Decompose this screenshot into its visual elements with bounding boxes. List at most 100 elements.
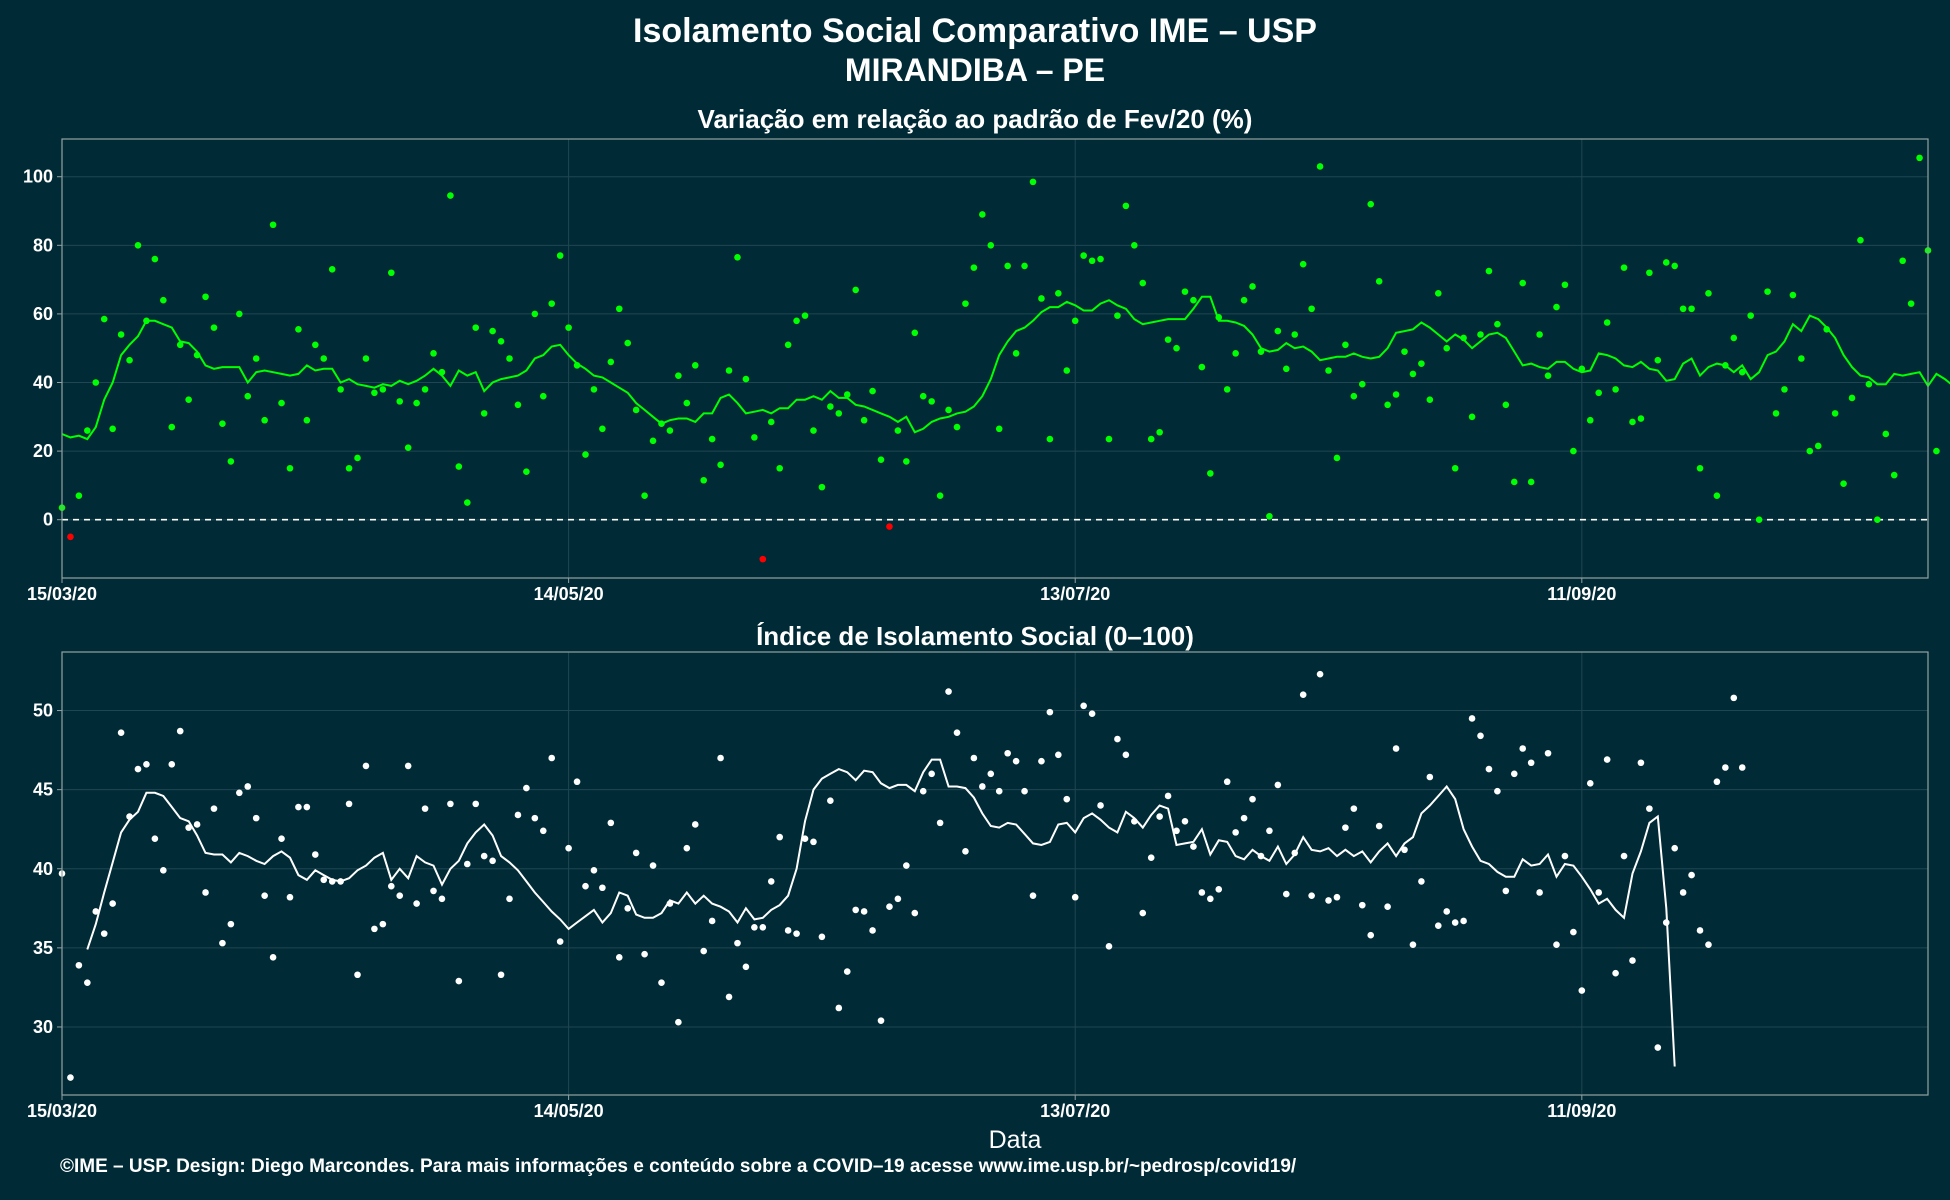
data-point (869, 927, 876, 934)
data-point (1122, 202, 1130, 210)
data-point (1747, 312, 1754, 319)
data-point (489, 857, 496, 865)
data-point (219, 420, 226, 427)
data-point (1282, 890, 1290, 898)
data-point (514, 811, 522, 819)
data-point (1063, 795, 1071, 803)
data-point (615, 954, 623, 961)
data-point (1392, 745, 1400, 752)
data-point (843, 968, 851, 975)
data-point (92, 908, 100, 915)
data-point (430, 887, 437, 895)
data-point (328, 266, 336, 273)
data-point (793, 317, 800, 325)
data-point (1527, 478, 1535, 486)
data-point (683, 844, 691, 852)
data-point (1443, 344, 1451, 352)
data-point (472, 324, 480, 331)
data-point (463, 860, 471, 868)
data-point (1713, 778, 1721, 786)
data-point (413, 900, 420, 907)
data-point (1519, 279, 1527, 287)
data-point (1029, 892, 1037, 899)
data-point (1308, 305, 1315, 313)
data-point (565, 844, 572, 852)
data-point (599, 425, 606, 433)
data-point (421, 805, 429, 812)
data-point (1806, 447, 1814, 455)
data-point (1105, 435, 1113, 443)
data-point (1890, 471, 1898, 479)
data-point (1375, 278, 1383, 285)
data-point (1046, 708, 1054, 716)
data-point (886, 903, 893, 911)
data-point (345, 464, 353, 472)
data-point (632, 849, 640, 857)
x-tick-label: 15/03/20 (27, 584, 97, 604)
data-point (371, 925, 378, 933)
data-point (776, 833, 783, 841)
data-point (1055, 290, 1062, 297)
data-point (1139, 909, 1147, 917)
data-point (835, 410, 843, 417)
data-point (1097, 255, 1104, 263)
data-point (514, 401, 522, 409)
data-point (463, 499, 471, 506)
plot-border (61, 651, 1929, 1096)
data-point (1274, 781, 1282, 789)
data-point (1840, 480, 1847, 487)
chart-panel-1: 0 20 40 60 80 100 15/03/20 14/05/20 13/07/20 11/0… (23, 104, 1950, 604)
data-point (582, 451, 589, 458)
data-point (1654, 1044, 1662, 1051)
data-point (1637, 759, 1645, 767)
data-point (573, 778, 581, 786)
data-point (691, 362, 699, 369)
x-tick-label: 13/07/20 (1040, 1101, 1110, 1121)
data-point (1468, 715, 1476, 722)
data-point (759, 555, 767, 563)
data-point (244, 392, 252, 400)
data-point (945, 406, 952, 414)
data-point (1105, 942, 1113, 950)
data-point (1434, 290, 1442, 297)
data-point (919, 787, 927, 795)
panel-title: Índice de Isolamento Social (0–100) (756, 621, 1194, 651)
data-point (109, 900, 116, 907)
data-point (767, 418, 775, 426)
data-point (1494, 320, 1501, 328)
data-point (607, 358, 615, 366)
data-point (1215, 886, 1223, 893)
data-point (455, 977, 463, 985)
data-point (1156, 813, 1163, 820)
data-point (1384, 401, 1391, 409)
data-point (371, 389, 378, 397)
data-point (1173, 827, 1180, 835)
data-point (548, 754, 556, 762)
data-point (261, 416, 268, 424)
data-point (1249, 283, 1256, 290)
data-point (1291, 331, 1299, 338)
data-point (1485, 765, 1493, 773)
chart-subtitle: MIRANDIBA – PE (844, 52, 1106, 88)
data-point (362, 355, 370, 362)
data-point (1266, 512, 1273, 520)
data-point (1722, 764, 1729, 771)
data-point (1857, 236, 1864, 244)
data-point (1755, 516, 1763, 523)
data-point (810, 838, 817, 846)
data-point (1266, 827, 1273, 835)
data-point (683, 399, 691, 407)
data-point (869, 387, 876, 395)
data-point (1713, 492, 1721, 499)
data-point (599, 884, 606, 892)
data-point (1451, 919, 1459, 926)
data-point (160, 296, 167, 304)
data-point (979, 211, 986, 218)
data-point (160, 867, 167, 874)
data-point (767, 878, 775, 885)
data-point (1907, 300, 1915, 307)
data-point (1080, 702, 1087, 710)
data-point (1114, 312, 1121, 319)
data-point (1612, 969, 1619, 977)
data-point (810, 427, 817, 434)
